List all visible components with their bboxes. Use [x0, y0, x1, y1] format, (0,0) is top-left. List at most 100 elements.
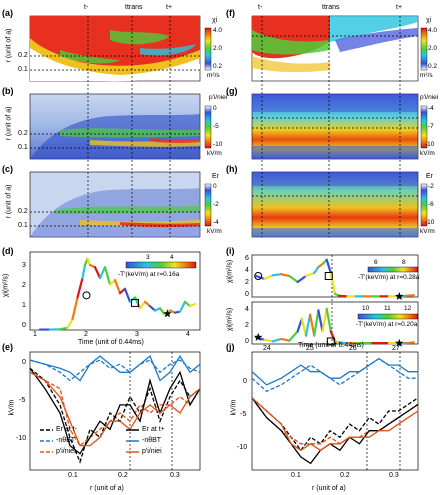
xtick-i-0: 24 [263, 345, 271, 352]
cb-c-tick-2: -4 [213, 219, 219, 226]
time-marker-ttrans-right: ttrans [322, 4, 340, 11]
legend-e-3: Er at t+ [142, 426, 165, 433]
panel-i-top-segment [338, 294, 349, 298]
xtick-j-1: 0.2 [340, 472, 350, 479]
panel-i-bottom-star-marker [253, 332, 263, 341]
panel-label-a: (a) [2, 8, 13, 18]
cb-i-top-tick-0: 6 [374, 259, 378, 266]
panel-d-segment [86, 257, 92, 267]
panel-i-top-segment [313, 265, 320, 275]
cb-h-title: Er [426, 173, 433, 180]
cb-h-tick-2: -10 [425, 219, 435, 226]
ylabel-a: r (unit of a) [5, 28, 13, 63]
ytick-d-2: 2 [22, 282, 26, 289]
panel-i-bottom-segment [300, 317, 308, 337]
panel-g-heatmap [251, 93, 419, 160]
panel-d-segment [81, 263, 87, 280]
ylabel-e: kV/m [8, 399, 16, 416]
colorbars [125, 27, 428, 320]
panel-i-top-segment [263, 274, 274, 281]
panel-label-j: (j) [226, 342, 235, 352]
panel-i-top-segment [271, 273, 283, 277]
panel-a-heatmap [29, 15, 201, 82]
cb-a-tick-1: 2.0 [213, 45, 223, 52]
panel-d-segment [148, 305, 157, 312]
time-marker-ttrans: ttrans [125, 4, 143, 11]
cb-d-tick-0: 3 [146, 254, 150, 261]
cb-h-tick-0: -2 [428, 183, 434, 190]
ytick-d-0: 0 [22, 322, 26, 329]
panel-j-series-4 [251, 357, 418, 386]
panel-d-segment [98, 266, 107, 280]
xlabel-i: Time (unit of 0.44ms) [298, 342, 364, 349]
panel-e-series-3 [29, 367, 201, 455]
xtick-d-2: 3 [135, 331, 139, 338]
panel-label-g: (g) [226, 86, 238, 96]
panel-f-heatmap [251, 15, 419, 82]
ytick-i-top-3: 6 [245, 255, 249, 262]
panel-i-top-segment [279, 273, 291, 278]
panel-label-i: (i) [226, 246, 235, 256]
xtick-d-1: 2 [84, 331, 88, 338]
xtick-i-1: 25 [306, 345, 314, 352]
cb-b-tick-0: 0 [213, 105, 217, 112]
cb-i-top-label: -T'(keV/m) at r=0.28a [358, 274, 420, 281]
panel-label-d: (d) [2, 246, 14, 256]
ylabel-b: r (unit of a) [5, 106, 13, 141]
panel-i-bottom-segment [304, 313, 312, 337]
time-marker-t-plus-right: t+ [396, 4, 403, 11]
time-marker-t-plus: t+ [166, 4, 173, 11]
panel-i-bottom-star-marker [395, 338, 404, 347]
panel-h-heatmap [251, 171, 419, 238]
xtick-e-2: 0.3 [170, 472, 180, 479]
legend-e-0: Er at t- [56, 426, 78, 433]
ytick-d-3: 3 [22, 262, 26, 269]
panel-e-series-5 [29, 371, 201, 447]
panel-i-bottom-segment [313, 309, 320, 337]
xlabel-e: r (unit of a) [90, 485, 124, 492]
cb-h-unit: kV/m [420, 228, 435, 235]
cb-c-title: Er [212, 173, 219, 180]
panel-b-heatmap [29, 93, 201, 160]
ytick-c-1: 0.1 [18, 222, 28, 229]
panel-d-segment [183, 300, 192, 308]
panel-i-bottom-segment [279, 337, 291, 342]
panel-d-segment [103, 266, 112, 286]
panel-d-segment [58, 326, 69, 331]
panel-i-top-star-marker [395, 291, 404, 300]
ytick-a-0: 0.2 [18, 52, 28, 59]
cb-h-tick-1: -6 [428, 201, 434, 208]
ytick-e-1: -5 [19, 397, 26, 404]
panel-j-series-0 [251, 397, 419, 452]
cb-i-bottom-tick-2: 12 [404, 305, 412, 312]
panel-j-series-1 [251, 357, 418, 393]
cb-c-tick-0: 0 [213, 183, 217, 190]
cb-f-unit: m²/s [420, 72, 433, 79]
cb-a-tick-2: 0.2 [213, 63, 223, 70]
legend-e-2: p'i/niei [56, 448, 76, 455]
xtick-i-3: 27 [392, 345, 400, 352]
cb-d-label: -T'(keV/m) at r=0.16a [118, 271, 180, 278]
xtick-e-1: 0.2 [118, 472, 128, 479]
panel-i-bottom-segment [271, 337, 283, 343]
ytick-i-bottom-1: 2 [245, 322, 249, 329]
cb-f-tick-1: 2.0 [428, 45, 438, 52]
ytick-b-0: 0.2 [18, 130, 28, 137]
ytick-i-bottom-2: 4 [245, 306, 249, 313]
cb-g-unit: kV/m [420, 150, 435, 157]
xtick-j-2: 0.3 [389, 472, 399, 479]
panel-j-series-3 [251, 397, 419, 465]
cb-a-title: χi [212, 17, 218, 24]
cb-a-tick-0: 4.0 [213, 27, 223, 34]
panel-j-series-5 [251, 397, 419, 452]
heatmap-guides [30, 16, 418, 237]
panel-d-segment [138, 300, 147, 310]
ytick-c-0: 0.2 [18, 208, 28, 215]
ylabel-d: χi(m²/s) [2, 273, 10, 298]
cb-b-tick-2: -10 [213, 141, 223, 148]
ylabel-i-bottom: χi(m²/s) [226, 307, 234, 332]
ytick-i-bottom-0: 0 [245, 338, 249, 345]
cb-g-tick-2: -10 [425, 141, 435, 148]
panel-d-segment [143, 300, 152, 308]
panel-i-bottom-segment [404, 341, 415, 345]
